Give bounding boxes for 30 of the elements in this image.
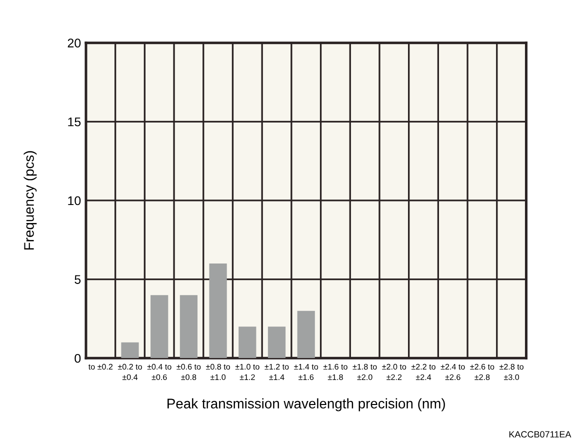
bar [121, 342, 139, 358]
bar [268, 326, 286, 358]
x-tick-label: ±0.4 to ±0.6 [147, 364, 172, 380]
x-tick-label: ±2.4 to ±2.6 [440, 364, 465, 380]
y-tick-label: 20 [68, 38, 81, 48]
x-tick-label: ±2.0 to ±2.2 [382, 364, 406, 380]
bar [180, 295, 198, 358]
x-tick-label: ±2.8 to ±3.0 [500, 364, 524, 380]
x-tick-label: ±1.0 to ±1.2 [235, 364, 260, 380]
bar [209, 264, 227, 358]
bar [297, 310, 315, 358]
bar [150, 295, 168, 358]
x-tick-label: ±2.6 to ±2.8 [470, 364, 494, 380]
x-tick-label: ±1.2 to ±1.4 [264, 364, 289, 380]
x-tick-label: ±0.6 to ±0.8 [176, 364, 201, 380]
x-tick-label: ±1.6 to ±1.8 [323, 364, 348, 380]
x-tick-label: to ±0.2 [88, 364, 113, 370]
x-axis-title: Peak transmission wavelength precision (nm) [168, 398, 445, 412]
y-axis-title: Frequency (pcs) [24, 151, 37, 250]
y-tick-label: 10 [68, 196, 81, 206]
y-tick-label: 0 [74, 354, 81, 363]
y-tick-label: 15 [68, 118, 81, 126]
y-tick-label: 5 [74, 275, 81, 284]
bar [238, 326, 256, 358]
text: KACCB0711EA [509, 431, 572, 438]
x-tick-label: ±1.8 to ±2.0 [352, 364, 377, 380]
x-tick-label: ±2.2 to ±2.4 [411, 364, 436, 380]
x-tick-label: ±1.4 to ±1.6 [294, 364, 318, 380]
x-tick-label: ±0.2 to ±0.4 [118, 364, 142, 380]
x-tick-label: ±0.8 to ±1.0 [206, 364, 230, 380]
